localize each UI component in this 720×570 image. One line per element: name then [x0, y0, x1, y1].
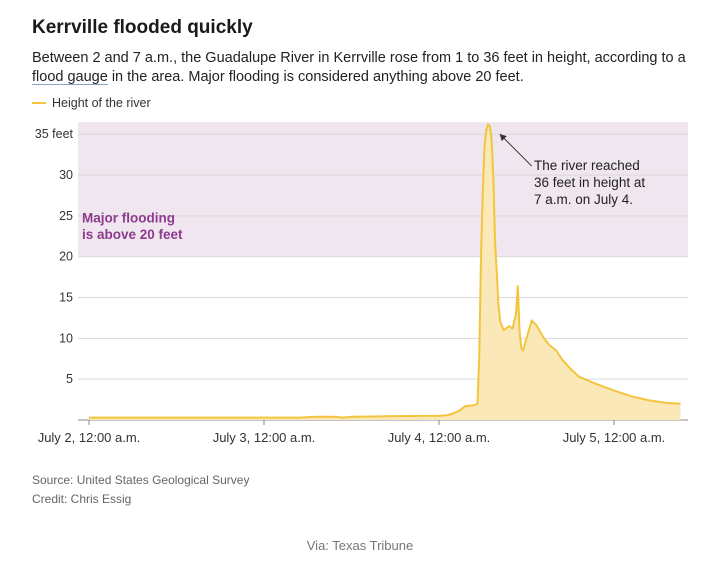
river-height-chart: 5 10 15 20 25 30 35 feet July 2, 12:00 a.m. July… [35, 122, 688, 445]
flood-gauge-link[interactable]: flood gauge [32, 69, 108, 85]
subtitle-text-2: in the area. Major flooding is considere… [107, 69, 524, 85]
via-note: Via: Texas Tribune [306, 538, 414, 553]
y-tick-label: 30 [59, 168, 73, 182]
annotation-text-1: The river reached [534, 158, 640, 173]
legend-label: Height of the river [52, 96, 151, 110]
annotation-text-3: 7 a.m. on July 4. [534, 192, 633, 207]
x-tick-label: July 4, 12:00 a.m. [388, 430, 491, 445]
band-label-line-2: is above 20 feet [82, 227, 183, 242]
chart-legend: Height of the river [32, 96, 151, 110]
annotation-arrow-line [499, 133, 533, 167]
river-height-area [89, 124, 681, 421]
legend-swatch [32, 102, 46, 104]
y-tick-label: 35 feet [35, 127, 74, 141]
source-note: Source: United States Geological Survey [32, 473, 250, 487]
chart-title: Kerrville flooded quickly [32, 17, 253, 38]
chart-subtitle: Between 2 and 7 a.m., the Guadalupe Rive… [32, 49, 692, 87]
river-height-line [89, 123, 681, 419]
annotation-text-2: 36 feet in height at [534, 175, 645, 190]
major-flooding-band [78, 122, 688, 257]
y-tick-label: 25 [59, 209, 73, 223]
annotation-arrowhead [499, 134, 507, 142]
subtitle-text-1: Between 2 and 7 a.m., the Guadalupe Rive… [32, 50, 686, 66]
chart-footer: Source: United States Geological Survey … [32, 471, 249, 509]
credit-note: Credit: Chris Essig [32, 492, 132, 506]
x-tick-label: July 2, 12:00 a.m. [38, 430, 141, 445]
band-label-line-1: Major flooding [82, 210, 175, 225]
y-tick-label: 10 [59, 331, 73, 345]
x-tick-label: July 5, 12:00 a.m. [563, 430, 666, 445]
x-tick-label: July 3, 12:00 a.m. [213, 430, 316, 445]
y-tick-label: 5 [66, 372, 73, 386]
y-tick-label: 15 [59, 291, 73, 305]
y-tick-label: 20 [59, 250, 73, 264]
